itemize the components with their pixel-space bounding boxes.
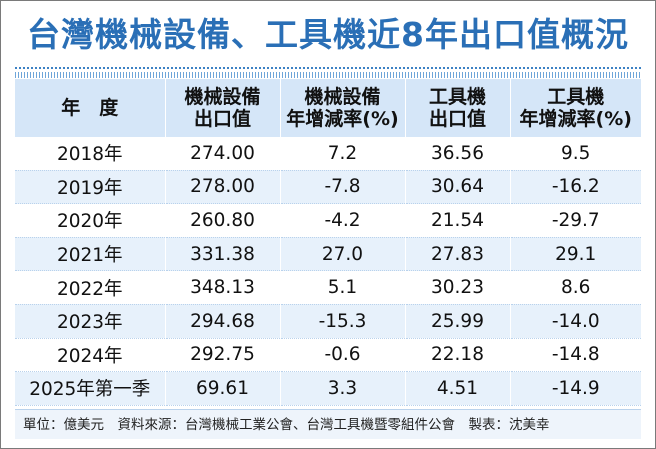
cell-machine-tool-growth: -14.0 bbox=[509, 304, 641, 339]
table-header-row: 年 度 機械設備 出口值 機械設備 年增減率(%) 工具機 出口值 bbox=[15, 79, 641, 137]
cell-machinery-growth: -4.2 bbox=[279, 203, 405, 238]
cell-machine-tool-growth: 8.6 bbox=[509, 270, 641, 305]
cell-machinery-export: 69.61 bbox=[164, 371, 280, 406]
cell-year: 2018年 bbox=[15, 137, 165, 171]
header-machinery-growth: 機械設備 年增減率(%) bbox=[279, 79, 405, 137]
cell-machinery-export: 294.68 bbox=[164, 304, 280, 339]
cell-year: 2019年 bbox=[15, 170, 165, 205]
table-row: 2018年 274.00 7.2 36.56 9.5 bbox=[15, 137, 641, 171]
source-footnote: 單位：億美元 資料來源：台灣機械工業公會、台灣工具機暨零組件公會 製表：沈美幸 bbox=[15, 409, 641, 439]
header-line: 出口值 bbox=[193, 108, 251, 130]
table-row: 2019年 278.00 -7.8 30.64 -16.2 bbox=[15, 170, 641, 205]
table-row: 2020年 260.80 -4.2 21.54 -29.7 bbox=[15, 203, 641, 238]
cell-machinery-export: 348.13 bbox=[164, 270, 280, 305]
cell-machinery-growth: 3.3 bbox=[279, 371, 405, 406]
cell-machine-tool-growth: 9.5 bbox=[509, 137, 641, 171]
header-machinery-export: 機械設備 出口值 bbox=[164, 79, 280, 137]
cell-year: 2024年 bbox=[15, 338, 165, 373]
cell-machinery-growth: 27.0 bbox=[279, 237, 405, 272]
cell-machinery-export: 274.00 bbox=[164, 137, 280, 171]
cell-machinery-export: 260.80 bbox=[164, 203, 280, 238]
export-table-container: 年 度 機械設備 出口值 機械設備 年增減率(%) 工具機 出口值 bbox=[15, 79, 641, 406]
cell-machinery-growth: -7.8 bbox=[279, 170, 405, 205]
table-row: 2022年 348.13 5.1 30.23 8.6 bbox=[15, 270, 641, 305]
export-table: 年 度 機械設備 出口值 機械設備 年增減率(%) 工具機 出口值 bbox=[15, 79, 641, 406]
cell-year: 2023年 bbox=[15, 304, 165, 339]
cell-machine-tool-growth: -14.9 bbox=[509, 371, 641, 406]
cell-machinery-growth: -0.6 bbox=[279, 338, 405, 373]
cell-machine-tool-growth: -16.2 bbox=[509, 170, 641, 205]
cell-machinery-export: 292.75 bbox=[164, 338, 280, 373]
cell-machine-tool-export: 27.83 bbox=[404, 237, 510, 272]
cell-machinery-export: 331.38 bbox=[164, 237, 280, 272]
cell-machine-tool-growth: 29.1 bbox=[509, 237, 641, 272]
cell-year: 2021年 bbox=[15, 237, 165, 272]
cell-machine-tool-growth: -29.7 bbox=[509, 203, 641, 238]
header-line: 年增減率(%) bbox=[519, 108, 632, 130]
cell-machinery-growth: 5.1 bbox=[279, 270, 405, 305]
header-line: 出口值 bbox=[428, 108, 486, 130]
table-row: 2021年 331.38 27.0 27.83 29.1 bbox=[15, 237, 641, 272]
cell-machine-tool-export: 30.23 bbox=[404, 270, 510, 305]
cell-year: 2025年第一季 bbox=[15, 371, 165, 406]
cell-year: 2022年 bbox=[15, 270, 165, 305]
cell-machine-tool-export: 30.64 bbox=[404, 170, 510, 205]
table-row: 2024年 292.75 -0.6 22.18 -14.8 bbox=[15, 338, 641, 373]
cell-machinery-growth: 7.2 bbox=[279, 137, 405, 171]
header-line: 工具機 bbox=[428, 86, 486, 108]
table-row: 2025年第一季 69.61 3.3 4.51 -14.9 bbox=[15, 371, 641, 406]
header-machine-tool-export: 工具機 出口值 bbox=[404, 79, 510, 137]
title-divider bbox=[15, 67, 641, 69]
cell-machine-tool-export: 21.54 bbox=[404, 203, 510, 238]
header-year-label: 年 度 bbox=[61, 97, 119, 119]
cell-machine-tool-export: 4.51 bbox=[404, 371, 510, 406]
cell-machinery-growth: -15.3 bbox=[279, 304, 405, 339]
cell-year: 2020年 bbox=[15, 203, 165, 238]
decorative-dot-bar bbox=[15, 72, 641, 78]
header-year: 年 度 bbox=[15, 79, 165, 137]
cell-machine-tool-export: 36.56 bbox=[404, 137, 510, 171]
header-line: 工具機 bbox=[547, 86, 605, 108]
cell-machine-tool-export: 25.99 bbox=[404, 304, 510, 339]
cell-machine-tool-export: 22.18 bbox=[404, 338, 510, 373]
header-line: 年增減率(%) bbox=[286, 108, 399, 130]
table-row: 2023年 294.68 -15.3 25.99 -14.0 bbox=[15, 304, 641, 339]
cell-machine-tool-growth: -14.8 bbox=[509, 338, 641, 373]
header-line: 機械設備 bbox=[304, 86, 381, 108]
header-line: 機械設備 bbox=[184, 86, 261, 108]
cell-machinery-export: 278.00 bbox=[164, 170, 280, 205]
page-title: 台灣機械設備、工具機近8年出口值概況 bbox=[27, 15, 629, 54]
header-machine-tool-growth: 工具機 年增減率(%) bbox=[509, 79, 641, 137]
